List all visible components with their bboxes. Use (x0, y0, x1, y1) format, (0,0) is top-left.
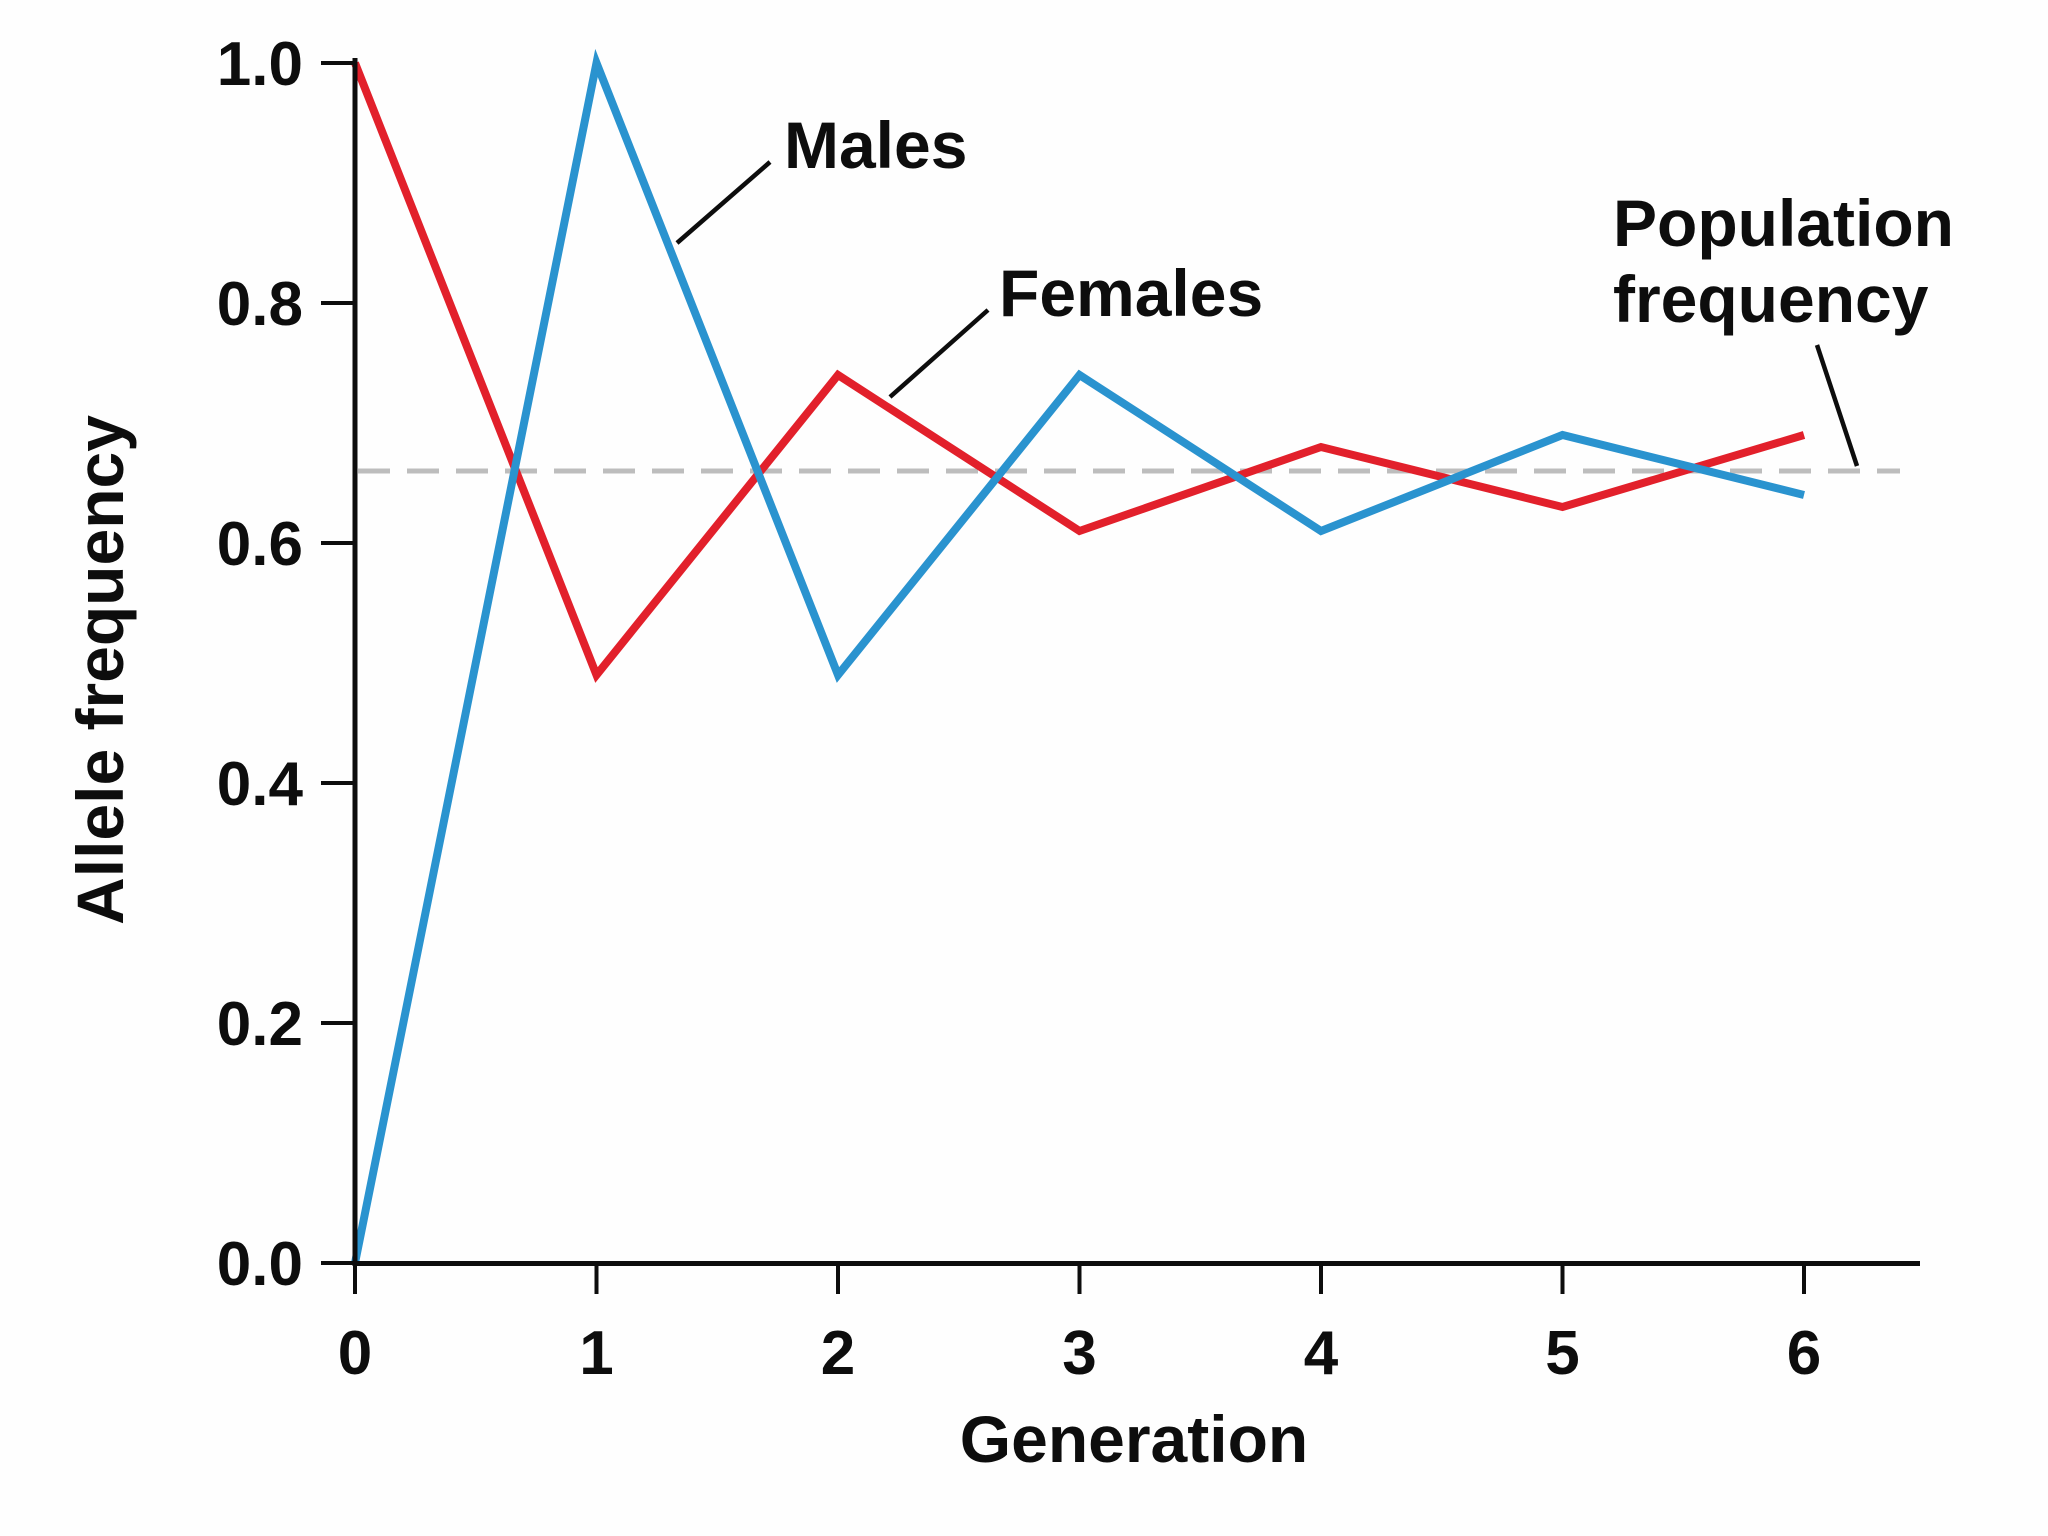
x-tick-label: 5 (1545, 1319, 1579, 1388)
x-tick-label: 2 (821, 1319, 855, 1388)
x-tick-label: 4 (1304, 1319, 1339, 1388)
x-tick-label: 6 (1787, 1319, 1821, 1388)
x-ticks-group: 0 1 2 3 4 5 6 (338, 1263, 1821, 1388)
y-tick-label: 1.0 (217, 30, 303, 99)
y-tick-label: 0.8 (217, 270, 303, 339)
males-line (351, 48, 1805, 1264)
y-ticks-group: 0.0 0.2 0.4 0.6 0.8 1.0 (217, 30, 355, 1299)
x-axis-title: Generation (960, 1402, 1308, 1476)
males-annotation: Males (784, 108, 967, 182)
y-tick-label: 0.2 (217, 990, 303, 1059)
y-tick-label: 0.0 (217, 1230, 303, 1299)
population-frequency-annotation-line1: Population (1613, 186, 1954, 260)
population-frequency-leader-line (1814, 344, 1860, 467)
males-leader-line (675, 160, 772, 245)
females-line (351, 61, 1806, 683)
x-tick-label: 1 (579, 1319, 613, 1388)
population-frequency-annotation-line2: frequency (1613, 262, 1929, 336)
females-leader-line (888, 308, 990, 399)
x-tick-label: 0 (338, 1319, 372, 1388)
y-axis-title: Allele frequency (63, 415, 137, 925)
females-annotation: Females (999, 256, 1263, 330)
y-tick-label: 0.6 (217, 510, 303, 579)
x-tick-label: 3 (1062, 1319, 1096, 1388)
y-tick-label: 0.4 (217, 750, 304, 819)
